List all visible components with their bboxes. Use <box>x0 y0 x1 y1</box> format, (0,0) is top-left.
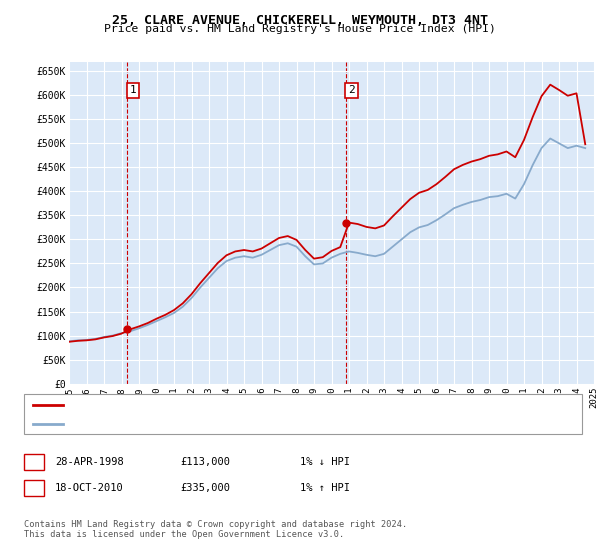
Text: 2: 2 <box>31 483 37 493</box>
Text: £335,000: £335,000 <box>180 483 230 493</box>
Text: 1% ↓ HPI: 1% ↓ HPI <box>300 457 350 467</box>
Text: 28-APR-1998: 28-APR-1998 <box>55 457 124 467</box>
Text: 1% ↑ HPI: 1% ↑ HPI <box>300 483 350 493</box>
Text: 25, CLARE AVENUE, CHICKERELL, WEYMOUTH, DT3 4NT: 25, CLARE AVENUE, CHICKERELL, WEYMOUTH, … <box>112 14 488 27</box>
Text: 25, CLARE AVENUE, CHICKERELL, WEYMOUTH, DT3 4NT (detached house): 25, CLARE AVENUE, CHICKERELL, WEYMOUTH, … <box>67 400 443 410</box>
Text: 2: 2 <box>348 86 355 95</box>
Text: 1: 1 <box>130 86 137 95</box>
Text: £113,000: £113,000 <box>180 457 230 467</box>
Text: 18-OCT-2010: 18-OCT-2010 <box>55 483 124 493</box>
Text: HPI: Average price, detached house, Dorset: HPI: Average price, detached house, Dors… <box>67 419 314 429</box>
Text: Contains HM Land Registry data © Crown copyright and database right 2024.
This d: Contains HM Land Registry data © Crown c… <box>24 520 407 539</box>
Text: Price paid vs. HM Land Registry's House Price Index (HPI): Price paid vs. HM Land Registry's House … <box>104 24 496 34</box>
Text: 1: 1 <box>31 457 37 467</box>
